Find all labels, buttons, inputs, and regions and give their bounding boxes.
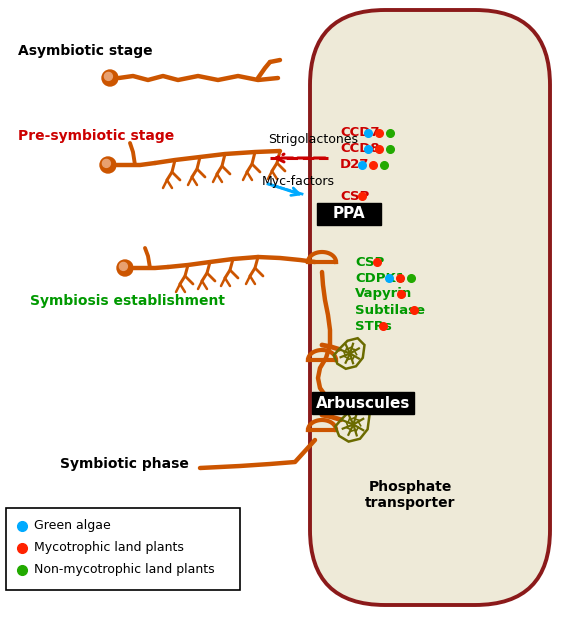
Text: CCD7: CCD7 (340, 126, 380, 139)
Text: Asymbiotic stage: Asymbiotic stage (18, 44, 153, 58)
FancyBboxPatch shape (317, 203, 381, 225)
Circle shape (102, 159, 110, 167)
Circle shape (102, 70, 118, 86)
Circle shape (119, 262, 127, 270)
Text: D27: D27 (340, 159, 370, 172)
Text: Mycotrophic land plants: Mycotrophic land plants (34, 542, 184, 555)
Circle shape (100, 157, 116, 173)
Circle shape (105, 72, 112, 80)
Text: STRs: STRs (355, 320, 392, 333)
FancyBboxPatch shape (310, 10, 550, 605)
Text: Non-mycotrophic land plants: Non-mycotrophic land plants (34, 563, 215, 576)
Text: Phosphate
transporter: Phosphate transporter (365, 480, 455, 510)
Text: Green algae: Green algae (34, 520, 111, 532)
Text: CCD8: CCD8 (340, 143, 380, 155)
Text: Symbiosis establishment: Symbiosis establishment (30, 294, 225, 308)
Text: PPA: PPA (333, 207, 366, 222)
Text: Myc-factors: Myc-factors (262, 175, 335, 188)
Circle shape (117, 260, 133, 276)
Text: Arbuscules: Arbuscules (316, 395, 410, 410)
Text: CSP: CSP (340, 189, 370, 202)
FancyBboxPatch shape (6, 508, 240, 590)
Text: CSP: CSP (355, 255, 384, 268)
Text: Vapyrin: Vapyrin (355, 288, 412, 300)
FancyBboxPatch shape (312, 392, 414, 414)
Text: Subtilase: Subtilase (355, 304, 425, 317)
Text: Strigolactones: Strigolactones (268, 133, 358, 146)
Text: Symbiotic phase: Symbiotic phase (60, 457, 189, 471)
Text: CDPK1: CDPK1 (355, 271, 405, 284)
Text: Pre-symbiotic stage: Pre-symbiotic stage (18, 129, 174, 143)
